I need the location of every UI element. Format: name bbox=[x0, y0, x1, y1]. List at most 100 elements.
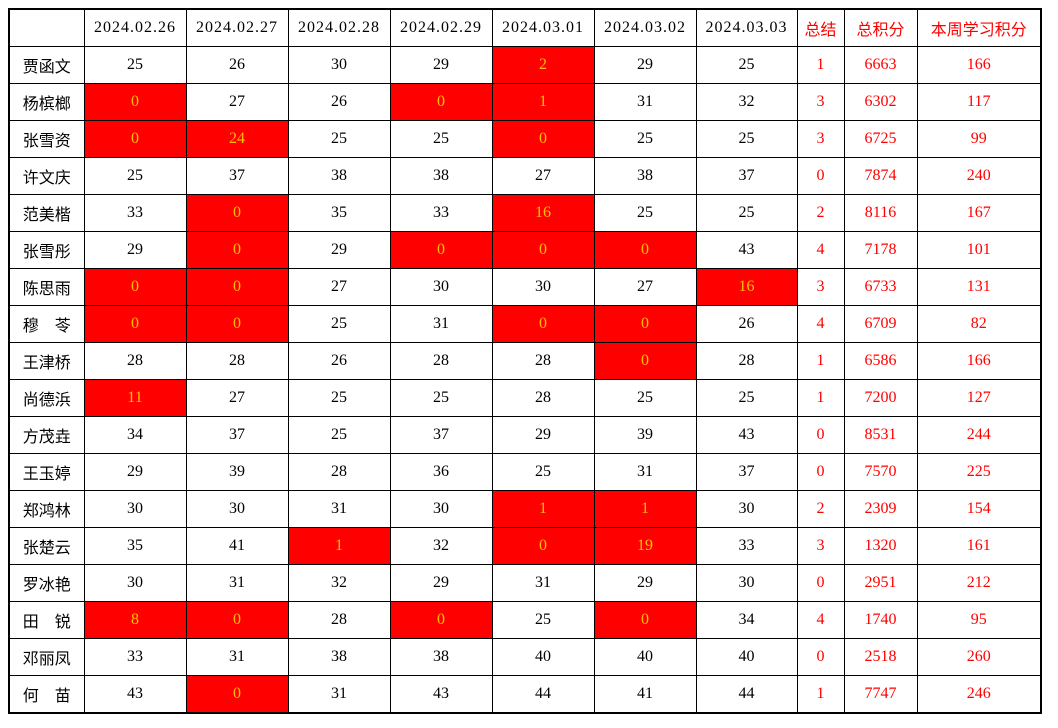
highlighted-score-cell: 1 bbox=[593, 490, 697, 528]
highlighted-score-cell: 1 bbox=[491, 83, 595, 121]
score-cell: 27 bbox=[491, 157, 595, 195]
highlighted-score-cell: 0 bbox=[389, 83, 493, 121]
student-name-cell: 陈思雨 bbox=[8, 268, 85, 306]
table-row-12: 王玉婷 29 39 28 36 25 31 37 0 7570 225 bbox=[8, 453, 1042, 491]
column-header-date-5: 2024.03.01 bbox=[491, 8, 595, 47]
table-row-3: 张雪资 0 24 25 25 0 25 25 3 6725 99 bbox=[8, 120, 1042, 158]
student-name-cell: 何 苗 bbox=[8, 675, 85, 714]
column-header-date-6: 2024.03.02 bbox=[593, 8, 697, 47]
student-name-cell: 方茂垚 bbox=[8, 416, 85, 454]
total-points-cell: 6663 bbox=[843, 46, 918, 84]
score-cell: 38 bbox=[287, 638, 391, 676]
summary-count-cell: 4 bbox=[796, 231, 845, 269]
score-cell: 31 bbox=[185, 564, 289, 602]
score-cell: 25 bbox=[695, 46, 798, 84]
weekly-points-cell: 225 bbox=[916, 453, 1042, 491]
score-cell: 40 bbox=[695, 638, 798, 676]
summary-count-cell: 3 bbox=[796, 83, 845, 121]
score-cell: 40 bbox=[491, 638, 595, 676]
highlighted-score-cell: 0 bbox=[491, 231, 595, 269]
highlighted-score-cell: 0 bbox=[83, 120, 187, 158]
student-name-cell: 杨槟榔 bbox=[8, 83, 85, 121]
score-cell: 30 bbox=[185, 490, 289, 528]
score-cell: 28 bbox=[389, 342, 493, 380]
table-row-8: 穆 苓 0 0 25 31 0 0 26 4 6709 82 bbox=[8, 305, 1042, 343]
score-cell: 38 bbox=[593, 157, 697, 195]
summary-count-cell: 1 bbox=[796, 379, 845, 417]
score-cell: 36 bbox=[389, 453, 493, 491]
score-cell: 33 bbox=[83, 194, 187, 232]
highlighted-score-cell: 0 bbox=[491, 120, 595, 158]
score-cell: 44 bbox=[491, 675, 595, 714]
score-cell: 27 bbox=[185, 379, 289, 417]
student-name-cell: 贾函文 bbox=[8, 46, 85, 84]
column-header-date-4: 2024.02.29 bbox=[389, 8, 493, 47]
summary-count-cell: 3 bbox=[796, 527, 845, 565]
score-cell: 43 bbox=[389, 675, 493, 714]
score-cell: 28 bbox=[491, 379, 595, 417]
score-cell: 31 bbox=[491, 564, 595, 602]
score-cell: 30 bbox=[389, 490, 493, 528]
weekly-points-cell: 166 bbox=[916, 46, 1042, 84]
score-cell: 25 bbox=[695, 194, 798, 232]
total-points-cell: 2951 bbox=[843, 564, 918, 602]
score-cell: 30 bbox=[287, 46, 391, 84]
score-cell: 29 bbox=[389, 46, 493, 84]
highlighted-score-cell: 0 bbox=[593, 601, 697, 639]
student-name-cell: 田 锐 bbox=[8, 601, 85, 639]
score-cell: 28 bbox=[83, 342, 187, 380]
total-points-cell: 1320 bbox=[843, 527, 918, 565]
table-row-14: 张楚云 35 41 1 32 0 19 33 3 1320 161 bbox=[8, 527, 1042, 565]
summary-count-cell: 0 bbox=[796, 416, 845, 454]
highlighted-score-cell: 1 bbox=[287, 527, 391, 565]
score-cell: 34 bbox=[695, 601, 798, 639]
highlighted-score-cell: 0 bbox=[185, 305, 289, 343]
column-header-date-7: 2024.03.03 bbox=[695, 8, 798, 47]
score-cell: 26 bbox=[185, 46, 289, 84]
score-cell: 26 bbox=[695, 305, 798, 343]
score-cell: 27 bbox=[593, 268, 697, 306]
weekly-points-cell: 260 bbox=[916, 638, 1042, 676]
weekly-points-cell: 154 bbox=[916, 490, 1042, 528]
total-points-cell: 7178 bbox=[843, 231, 918, 269]
total-points-cell: 6709 bbox=[843, 305, 918, 343]
score-cell: 30 bbox=[695, 490, 798, 528]
score-cell: 37 bbox=[695, 157, 798, 195]
table-row-9: 王津桥 28 28 26 28 28 0 28 1 6586 166 bbox=[8, 342, 1042, 380]
student-name-cell: 张雪彤 bbox=[8, 231, 85, 269]
highlighted-score-cell: 2 bbox=[491, 46, 595, 84]
score-cell: 29 bbox=[83, 453, 187, 491]
score-cell: 30 bbox=[491, 268, 595, 306]
summary-count-cell: 4 bbox=[796, 305, 845, 343]
score-cell: 29 bbox=[593, 564, 697, 602]
score-cell: 38 bbox=[389, 157, 493, 195]
highlighted-score-cell: 0 bbox=[185, 268, 289, 306]
score-cell: 25 bbox=[287, 120, 391, 158]
table-row-16: 田 锐 8 0 28 0 25 0 34 4 1740 95 bbox=[8, 601, 1042, 639]
score-cell: 30 bbox=[83, 564, 187, 602]
score-cell: 28 bbox=[491, 342, 595, 380]
student-name-cell: 王津桥 bbox=[8, 342, 85, 380]
score-cell: 31 bbox=[287, 490, 391, 528]
highlighted-score-cell: 11 bbox=[83, 379, 187, 417]
total-points-cell: 7747 bbox=[843, 675, 918, 714]
highlighted-score-cell: 0 bbox=[593, 231, 697, 269]
corner-cell bbox=[8, 8, 85, 47]
summary-count-cell: 1 bbox=[796, 46, 845, 84]
score-cell: 41 bbox=[185, 527, 289, 565]
weekly-points-cell: 212 bbox=[916, 564, 1042, 602]
weekly-points-cell: 117 bbox=[916, 83, 1042, 121]
highlighted-score-cell: 16 bbox=[695, 268, 798, 306]
score-cell: 35 bbox=[83, 527, 187, 565]
score-cell: 30 bbox=[695, 564, 798, 602]
highlighted-score-cell: 0 bbox=[389, 601, 493, 639]
total-points-cell: 8116 bbox=[843, 194, 918, 232]
weekly-points-cell: 167 bbox=[916, 194, 1042, 232]
score-cell: 25 bbox=[287, 416, 391, 454]
table-row-13: 郑鸿林 30 30 31 30 1 1 30 2 2309 154 bbox=[8, 490, 1042, 528]
student-name-cell: 邓丽凤 bbox=[8, 638, 85, 676]
total-points-cell: 8531 bbox=[843, 416, 918, 454]
column-header-weekly-study-points: 本周学习积分 bbox=[916, 8, 1042, 47]
student-name-cell: 张楚云 bbox=[8, 527, 85, 565]
weekly-points-cell: 161 bbox=[916, 527, 1042, 565]
